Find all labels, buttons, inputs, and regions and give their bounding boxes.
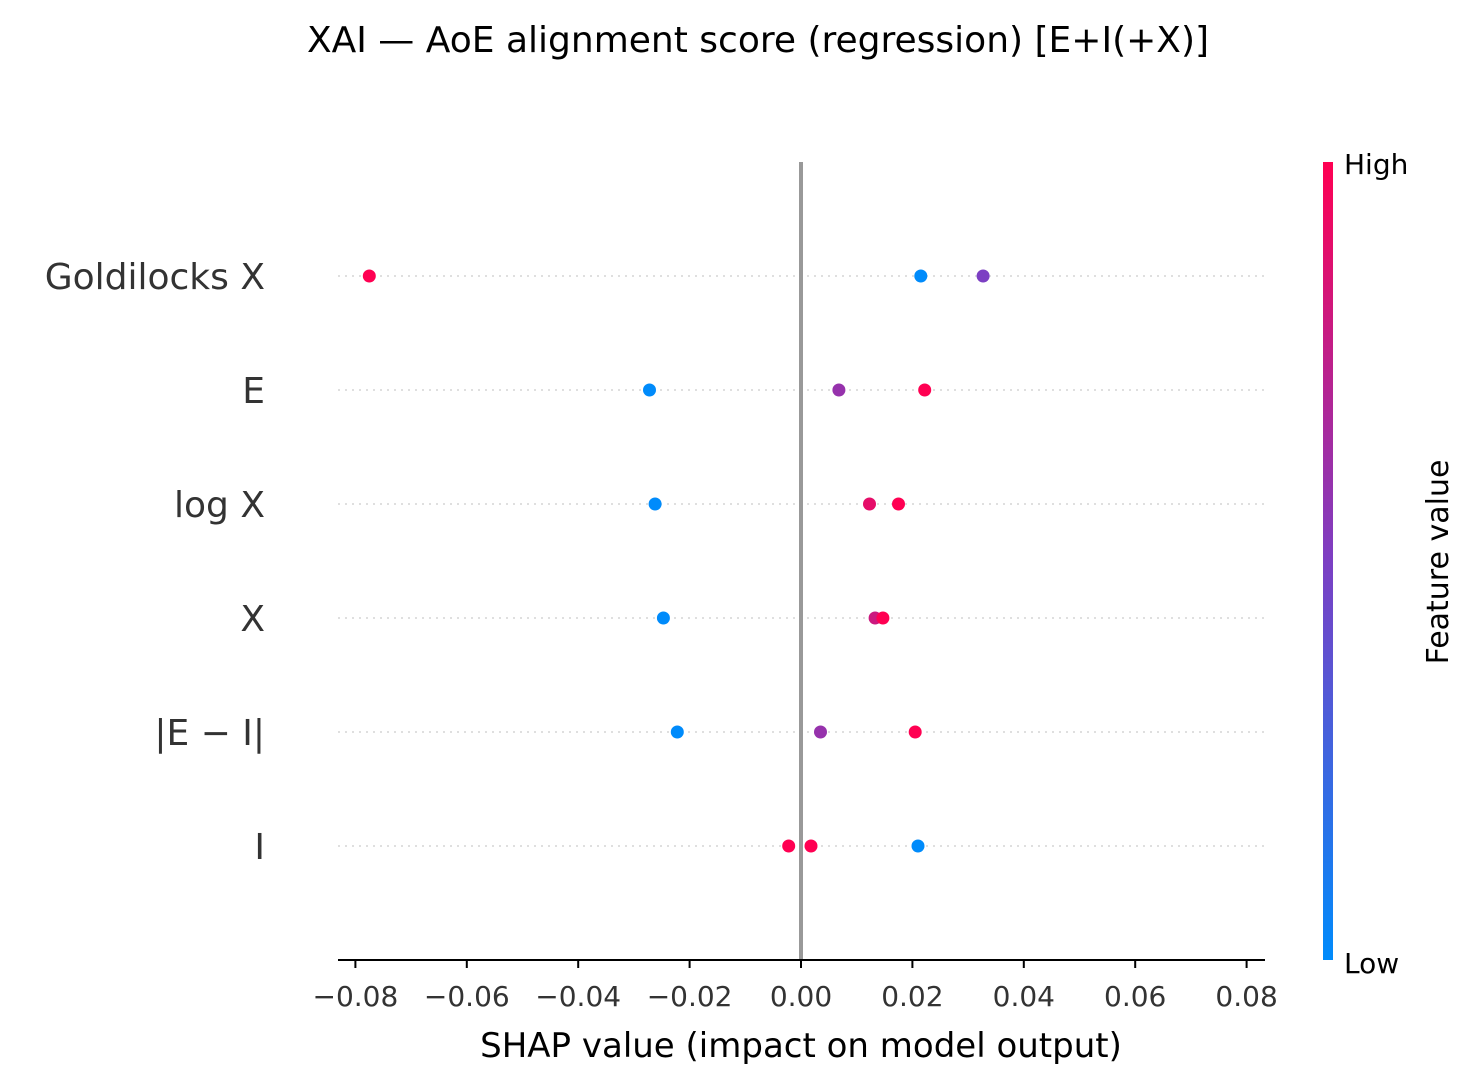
x-tick-label: −0.08 <box>312 980 398 1013</box>
feature-label: I <box>254 827 265 868</box>
feature-label: |E − I| <box>154 713 265 754</box>
feature-label: E <box>242 371 265 412</box>
x-tick-label: 0.00 <box>770 980 832 1013</box>
x-tick-label: −0.04 <box>535 980 621 1013</box>
colorbar <box>1323 162 1333 960</box>
chart-title: XAI — AoE alignment score (regression) [… <box>307 20 1209 61</box>
shap-point <box>863 497 876 511</box>
shap-point <box>804 839 818 853</box>
shap-point <box>362 269 376 283</box>
colorbar-title: Feature value <box>1421 460 1456 665</box>
feature-label: X <box>240 599 265 640</box>
feature-label: log X <box>174 485 265 526</box>
x-tick-label: −0.02 <box>647 980 733 1013</box>
colorbar-high-label: High <box>1344 148 1408 181</box>
shap-point <box>918 383 932 397</box>
shap-point <box>832 383 846 397</box>
x-tick-label: −0.06 <box>424 980 510 1013</box>
shap-point <box>782 839 796 853</box>
x-axis-label: SHAP value (impact on model output) <box>480 1026 1122 1066</box>
shap-point <box>876 611 890 625</box>
shap-point <box>892 497 905 511</box>
feature-label: Goldilocks X <box>45 257 265 298</box>
shap-point <box>670 725 684 739</box>
colorbar-low-label: Low <box>1344 947 1399 980</box>
x-tick-label: 0.06 <box>1104 980 1166 1013</box>
x-axis-ticks: −0.08 −0.06 −0.04 −0.02 0.00 0.02 0.04 0.06 0.08 <box>312 960 1278 1013</box>
shap-point <box>814 725 827 739</box>
shap-point <box>908 725 922 739</box>
shap-point <box>648 497 662 511</box>
x-tick-label: 0.04 <box>993 980 1055 1013</box>
shap-point <box>656 611 670 625</box>
x-tick-label: 0.02 <box>881 980 943 1013</box>
shap-points <box>362 269 990 853</box>
x-tick-label: 0.08 <box>1215 980 1277 1013</box>
shap-point <box>976 269 990 283</box>
shap-point <box>914 269 928 283</box>
shap-point <box>643 383 656 397</box>
shap-point <box>911 839 925 853</box>
